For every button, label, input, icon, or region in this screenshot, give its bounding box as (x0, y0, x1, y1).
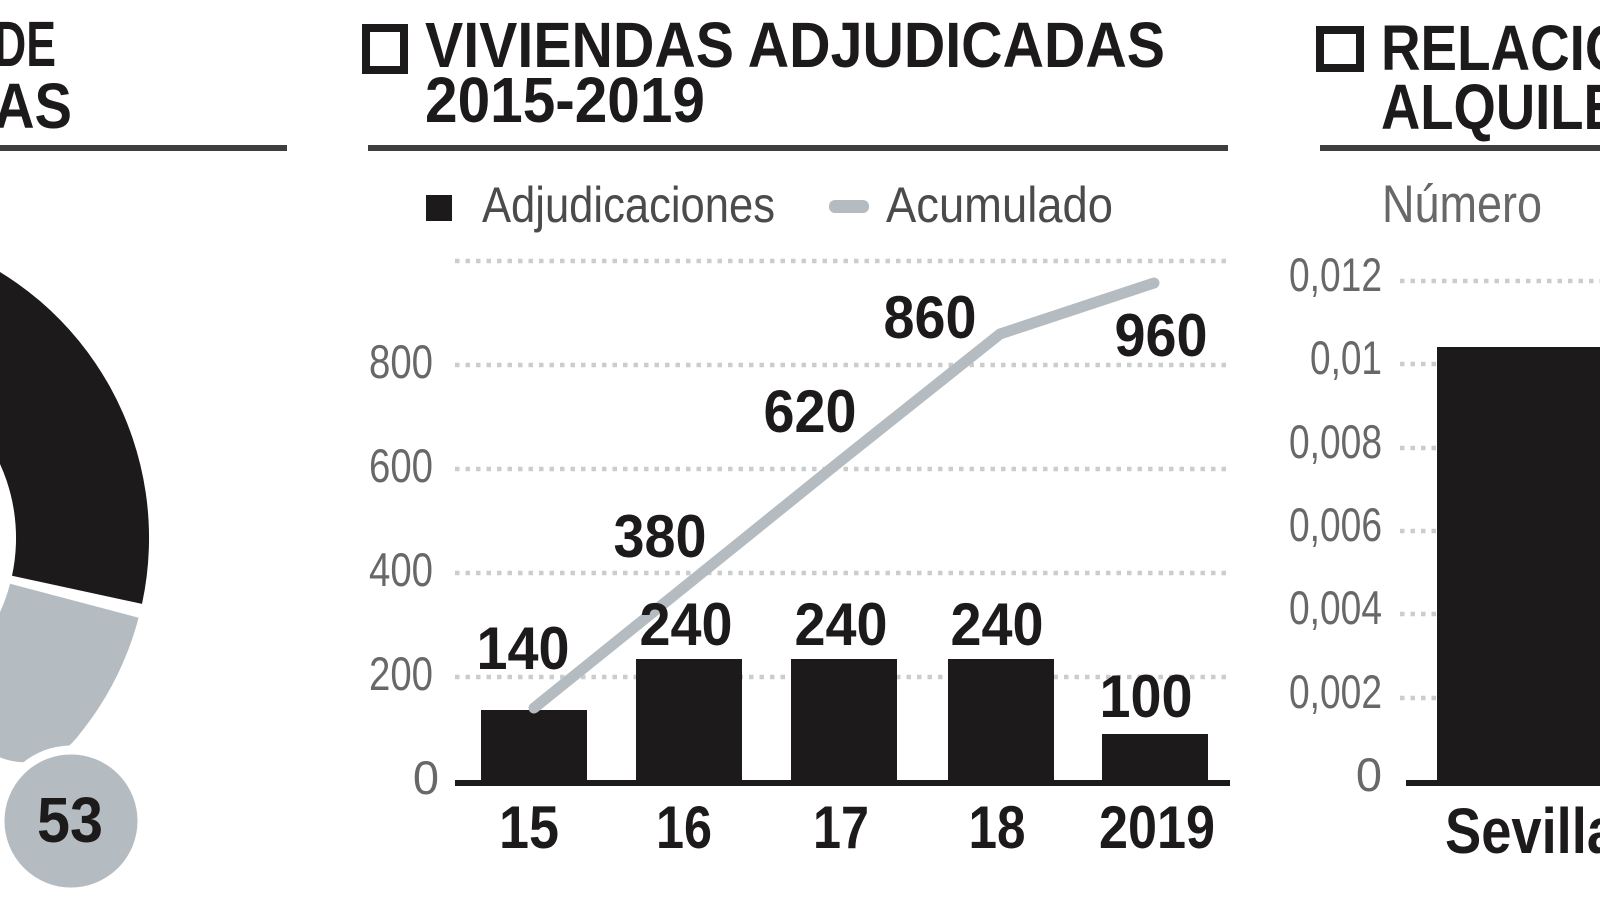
svg-text:ALQUILER: ALQUILER (1381, 71, 1600, 143)
svg-text:Adjudicaciones: Adjudicaciones (482, 177, 775, 233)
svg-text:15: 15 (499, 794, 559, 861)
svg-text:RELACION: RELACION (1381, 12, 1600, 84)
svg-text:860: 860 (884, 284, 977, 351)
svg-text:53: 53 (37, 784, 103, 856)
svg-text:620: 620 (764, 378, 857, 445)
svg-text:0,004: 0,004 (1289, 581, 1382, 634)
svg-text:100: 100 (1100, 663, 1193, 730)
svg-text:2019: 2019 (1099, 794, 1215, 861)
svg-text:2015-2019: 2015-2019 (425, 64, 705, 136)
svg-text:0,01: 0,01 (1310, 331, 1382, 384)
svg-text:VIVIENDAS ADJUDICADAS: VIVIENDAS ADJUDICADAS (425, 9, 1165, 81)
svg-text:0,002: 0,002 (1289, 665, 1382, 718)
svg-text:0,012: 0,012 (1289, 248, 1382, 301)
svg-text:200: 200 (369, 647, 433, 700)
svg-text:Número: Número (1382, 175, 1542, 234)
svg-text:240: 240 (795, 591, 888, 658)
svg-text:0: 0 (1356, 748, 1382, 801)
svg-text:DE: DE (0, 8, 56, 80)
svg-text:0,006: 0,006 (1289, 498, 1382, 551)
svg-text:140: 140 (477, 615, 570, 682)
svg-text:0: 0 (413, 751, 439, 804)
svg-text:800: 800 (369, 335, 433, 388)
svg-text:17: 17 (813, 794, 869, 861)
svg-text:AS: AS (0, 70, 72, 142)
svg-text:400: 400 (369, 543, 433, 596)
svg-text:16: 16 (656, 794, 712, 861)
svg-text:Sevilla: Sevilla (1445, 795, 1600, 867)
svg-text:240: 240 (640, 591, 733, 658)
svg-text:240: 240 (951, 591, 1044, 658)
svg-text:600: 600 (369, 439, 433, 492)
svg-text:18: 18 (969, 794, 1026, 861)
svg-text:960: 960 (1115, 302, 1208, 369)
svg-text:0,008: 0,008 (1289, 415, 1382, 468)
svg-text:380: 380 (614, 503, 707, 570)
svg-text:Acumulado: Acumulado (886, 177, 1113, 233)
